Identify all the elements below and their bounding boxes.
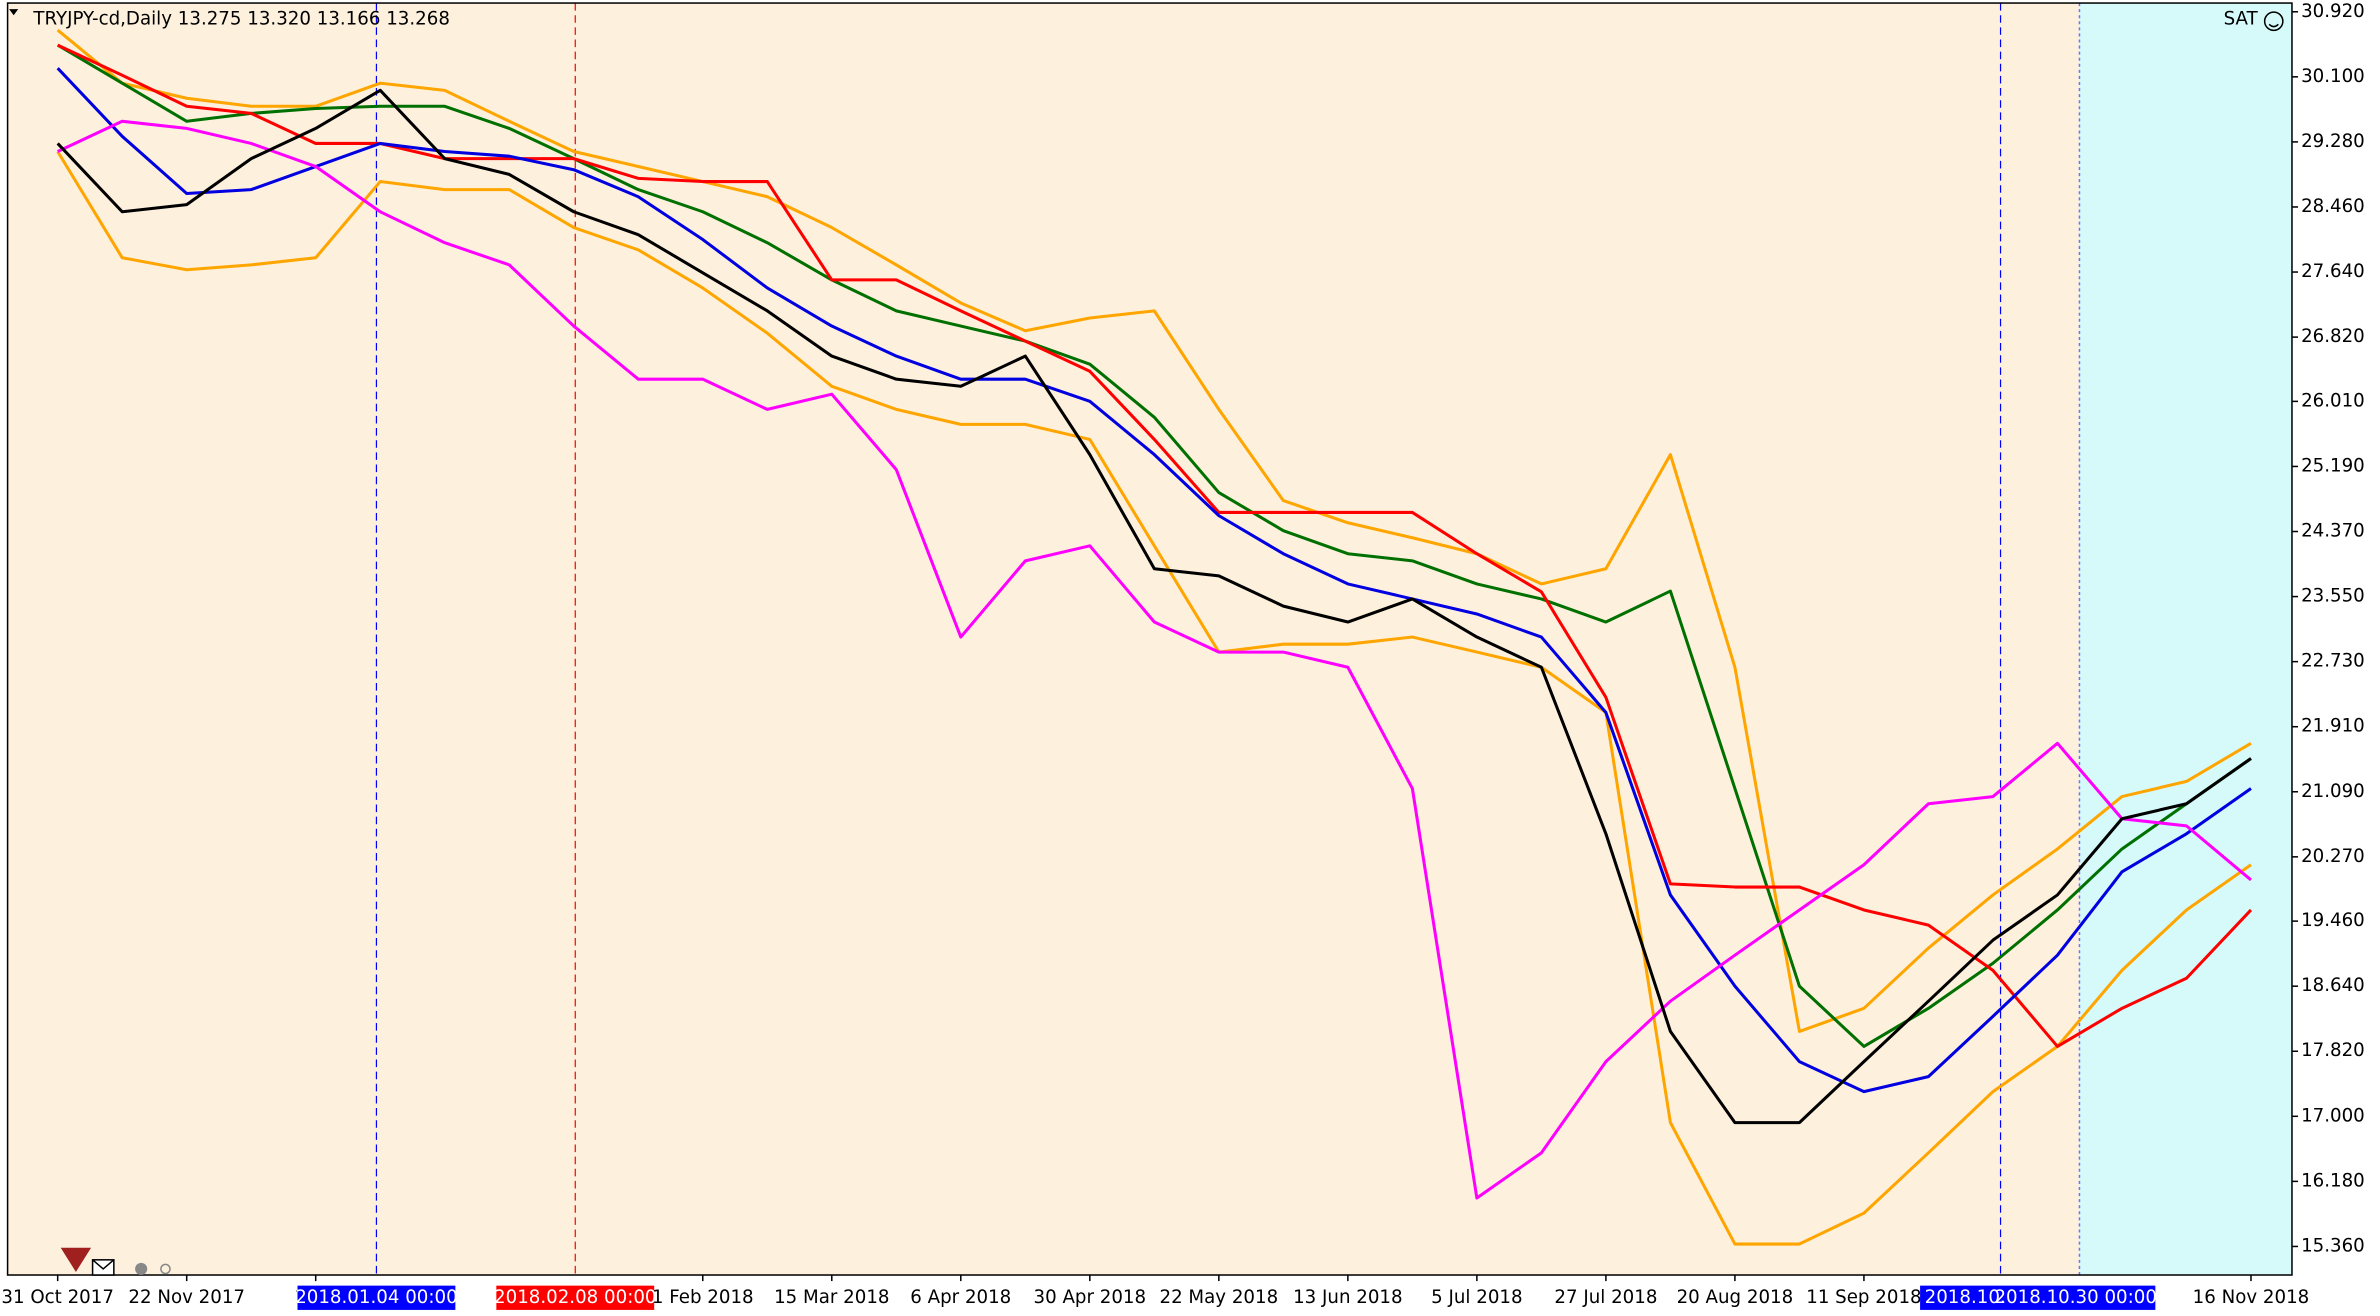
y-tick-label: 29.280 xyxy=(2301,131,2365,152)
x-tick-label: 22 May 2018 xyxy=(1159,1287,1278,1308)
series-line xyxy=(56,43,2252,1048)
x-tick-label: 16 Nov 2018 xyxy=(2193,1287,2310,1308)
x-tick-label: 11 Sep 2018 xyxy=(1806,1287,1921,1308)
bell-icon[interactable] xyxy=(135,1262,148,1276)
y-tick-label: 28.460 xyxy=(2301,196,2365,217)
y-tick-label: 27.640 xyxy=(2301,261,2365,282)
y-tick-label: 20.270 xyxy=(2301,846,2365,867)
menu-icon[interactable] xyxy=(9,9,19,16)
y-tick-label: 18.640 xyxy=(2301,975,2365,996)
y-tick-label: 30.100 xyxy=(2301,66,2365,87)
series-line xyxy=(56,150,2252,1246)
y-tick-label: 21.090 xyxy=(2301,781,2365,802)
y-tick-label: 30.920 xyxy=(2301,1,2365,22)
x-tick-label: 27 Jul 2018 xyxy=(1554,1287,1657,1308)
y-tick-label: 17.000 xyxy=(2301,1105,2365,1126)
marker-label-bg xyxy=(1920,1285,2156,1310)
alert-triangle[interactable] xyxy=(60,1247,92,1272)
y-tick-label: 22.730 xyxy=(2301,651,2365,672)
marks xyxy=(56,3,2253,1276)
marker-label: 2018.10.30 00:00 xyxy=(1994,1287,2156,1308)
x-tick-label: 6 Apr 2018 xyxy=(910,1287,1011,1308)
y-tick-label: 17.820 xyxy=(2301,1040,2365,1061)
x-tick-label: 31 Oct 2017 xyxy=(1,1287,114,1308)
x-tick-label: 5 Jul 2018 xyxy=(1431,1287,1522,1308)
marker-label-bg xyxy=(297,1285,456,1310)
x-tick-label: 15 Mar 2018 xyxy=(774,1287,889,1308)
y-tick-label: 19.460 xyxy=(2301,910,2365,931)
corner-label: SAT xyxy=(2224,9,2259,30)
x-tick-label: 30 Apr 2018 xyxy=(1034,1287,1147,1308)
y-tick-label: 26.010 xyxy=(2301,390,2365,411)
x-tick-label: 1 Feb 2018 xyxy=(652,1287,754,1308)
y-tick-label: 23.550 xyxy=(2301,586,2365,607)
sound-icon[interactable] xyxy=(160,1263,171,1275)
x-tick-label: 13 Jun 2018 xyxy=(1293,1287,1403,1308)
smiley-icon xyxy=(2263,11,2284,32)
x-tick-label: 22 Nov 2017 xyxy=(128,1287,245,1308)
series-line xyxy=(57,119,2252,1200)
series-line xyxy=(56,67,2252,1094)
y-tick-label: 15.360 xyxy=(2301,1235,2365,1256)
series-line xyxy=(57,43,2253,1048)
y-tick-label: 26.820 xyxy=(2301,326,2365,347)
plot-background xyxy=(7,3,2292,1276)
plot-frame xyxy=(6,2,2293,1276)
marker-prefix: 2018.10. xyxy=(1925,1287,2006,1308)
y-tick-label: 16.180 xyxy=(2301,1170,2365,1191)
marker-label-bg xyxy=(496,1285,655,1310)
chart-title: TRYJPY-cd,Daily 13.275 13.320 13.166 13.… xyxy=(32,9,450,30)
x-tick-label: 20 Aug 2018 xyxy=(1677,1287,1794,1308)
series-line xyxy=(56,28,2252,1033)
future-zone xyxy=(2079,3,2292,1276)
marker-label: 2018.02.08 00:00 xyxy=(494,1287,656,1308)
y-tick-label: 25.190 xyxy=(2301,455,2365,476)
y-tick-label: 21.910 xyxy=(2301,716,2365,737)
marker-label: 2018.01.04 00:00 xyxy=(295,1287,457,1308)
y-tick-label: 24.370 xyxy=(2301,521,2365,542)
series-line xyxy=(56,88,2252,1125)
mail-flap xyxy=(92,1259,115,1270)
smiley-mouth xyxy=(2268,23,2279,28)
